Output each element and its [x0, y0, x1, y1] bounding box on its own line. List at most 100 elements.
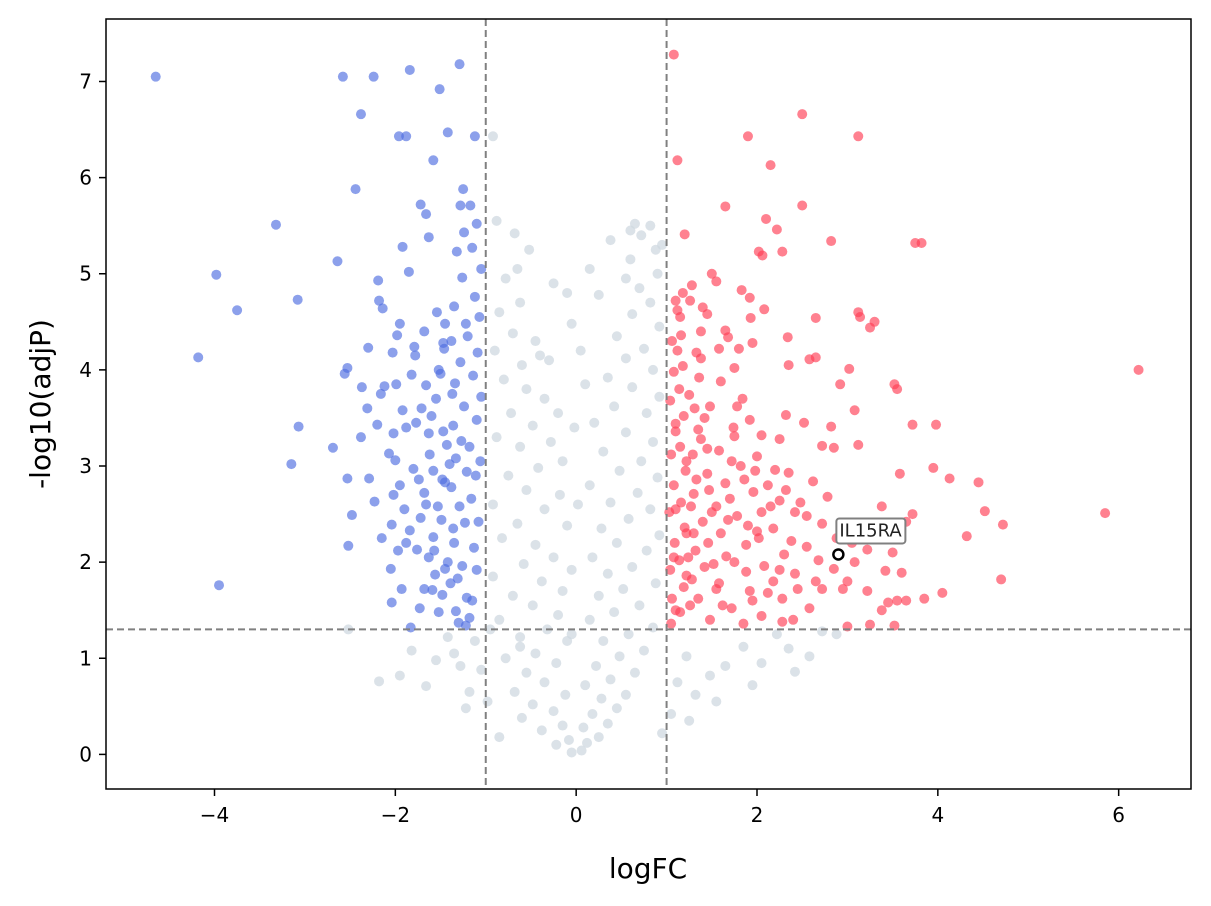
point-up	[752, 451, 762, 462]
point-up	[666, 618, 677, 629]
point-ns	[602, 718, 613, 729]
point-up	[997, 519, 1008, 530]
point-up	[931, 419, 942, 430]
point-ns	[738, 641, 749, 652]
point-up	[721, 551, 732, 562]
point-ns	[638, 645, 649, 656]
point-ns	[645, 504, 656, 515]
point-up	[729, 431, 740, 442]
point-up	[702, 468, 713, 479]
point-up	[771, 224, 782, 235]
point-ns	[516, 712, 527, 723]
point-up	[797, 200, 808, 211]
point-down	[384, 448, 395, 459]
point-up	[761, 213, 772, 224]
point-down	[450, 453, 461, 464]
point-down	[293, 421, 304, 432]
point-up	[901, 595, 912, 606]
point-down	[448, 420, 459, 431]
point-down	[445, 578, 456, 589]
point-ns	[515, 297, 526, 308]
point-ns	[560, 689, 571, 700]
point-up	[680, 465, 691, 476]
point-down	[406, 369, 417, 380]
point-down	[436, 514, 447, 525]
point-down	[456, 436, 467, 447]
point-ns	[527, 420, 538, 431]
point-down	[424, 449, 435, 460]
point-up	[741, 566, 752, 577]
point-ns	[605, 497, 616, 508]
point-up	[759, 304, 770, 315]
point-ns	[515, 632, 526, 643]
point-ns	[530, 648, 541, 659]
point-down	[428, 465, 439, 476]
point-ns	[636, 456, 647, 467]
point-down	[450, 378, 461, 389]
point-up	[804, 354, 815, 365]
point-ns	[566, 629, 577, 640]
point-ns	[506, 408, 517, 419]
point-ns	[645, 220, 656, 231]
point-ns	[536, 725, 547, 736]
point-ns	[469, 635, 480, 646]
point-ns	[654, 530, 665, 541]
point-up	[702, 443, 713, 454]
point-down	[270, 219, 281, 230]
point-down	[476, 391, 487, 402]
point-up	[672, 155, 683, 166]
point-down	[355, 109, 366, 120]
point-down	[375, 388, 386, 399]
point-up	[676, 497, 687, 508]
point-up	[686, 280, 697, 291]
point-up	[783, 360, 794, 371]
point-down	[428, 532, 439, 543]
point-down	[454, 59, 465, 70]
x-tick-label: 0	[570, 803, 583, 827]
x-tick-label: −2	[381, 803, 410, 827]
point-up	[792, 584, 803, 595]
point-down	[467, 242, 478, 253]
point-down	[355, 432, 366, 443]
point-up	[744, 414, 755, 425]
point-ns	[548, 552, 559, 563]
y-tick-label: 0	[79, 742, 92, 766]
point-up	[747, 337, 758, 348]
point-up	[797, 109, 808, 120]
point-down	[431, 307, 442, 318]
point-up	[979, 506, 990, 517]
point-up	[853, 439, 864, 450]
point-up	[675, 441, 686, 452]
point-down	[466, 493, 477, 504]
point-up	[737, 393, 748, 404]
point-up	[855, 312, 866, 323]
point-down	[356, 382, 367, 393]
point-up	[729, 362, 740, 373]
point-ns	[580, 680, 591, 691]
point-down	[446, 482, 457, 493]
point-up	[782, 332, 793, 343]
point-down	[460, 620, 471, 631]
point-ns	[641, 408, 652, 419]
point-down	[442, 127, 453, 138]
point-down	[411, 417, 422, 428]
point-up	[703, 537, 714, 548]
point-up	[706, 268, 717, 279]
point-down	[423, 552, 434, 563]
point-down	[462, 331, 473, 342]
point-down	[461, 466, 472, 477]
point-ns	[611, 537, 622, 548]
point-up	[679, 522, 690, 533]
point-down	[327, 442, 338, 453]
y-axis-ticks: 0 1 2 3 4 5 6 7	[79, 69, 106, 766]
point-down	[475, 456, 486, 467]
point-up	[804, 603, 815, 614]
point-ns	[566, 747, 577, 758]
point-down	[292, 294, 303, 305]
point-ns	[566, 564, 577, 575]
point-ns	[690, 689, 701, 700]
point-down	[421, 209, 432, 220]
point-up	[668, 366, 679, 377]
point-ns	[500, 273, 511, 284]
